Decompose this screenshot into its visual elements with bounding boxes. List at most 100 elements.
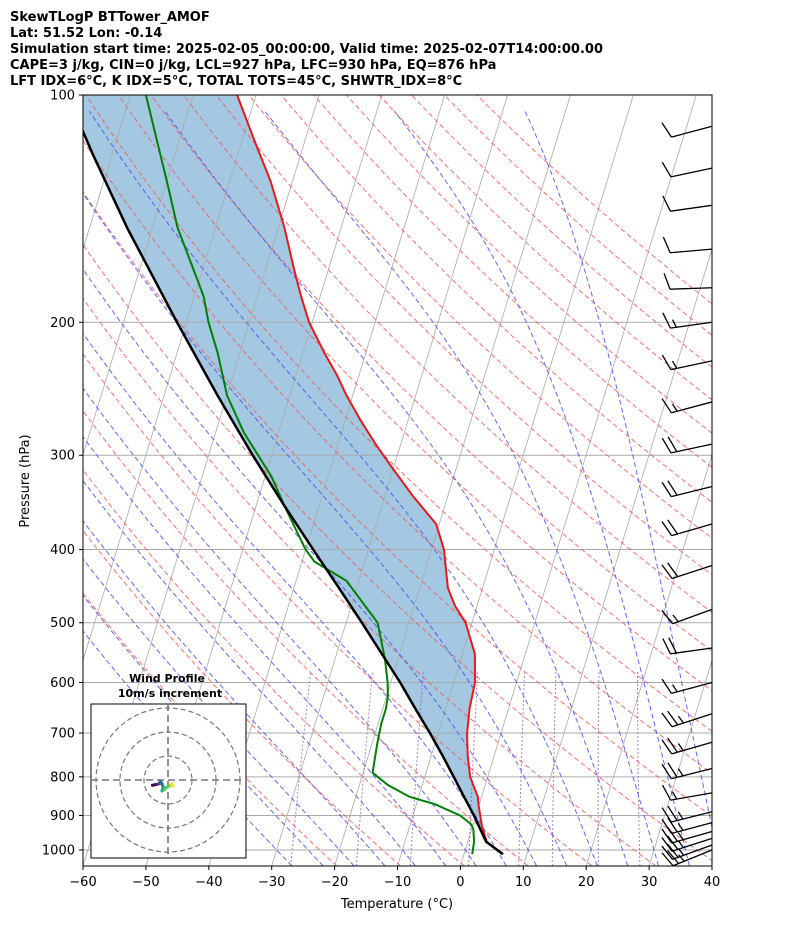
moist-adiabat (83, 192, 568, 866)
x-tick-label: −10 (384, 875, 411, 890)
isotherm-line (522, 247, 712, 866)
mixing-ratio-line (518, 671, 526, 866)
isotherm-line (83, 95, 194, 457)
title-line-5: LFT IDX=6°C, K IDX=5°C, TOTAL TOTS=45°C,… (10, 74, 462, 89)
y-tick-label: 200 (50, 316, 75, 331)
y-tick-label: 700 (50, 727, 75, 742)
wind-barbs (661, 122, 713, 867)
x-tick-label: 0 (456, 875, 464, 890)
mixing-ratio-line (290, 671, 312, 866)
wind-barb (662, 637, 713, 655)
isotherm-line (83, 95, 131, 251)
wind-barb (661, 608, 713, 625)
y-tick-label: 1000 (42, 844, 75, 859)
title-line-3: Simulation start time: 2025-02-05_00:00:… (10, 42, 603, 57)
wind-barb (661, 398, 713, 414)
hodograph-inset: Wind Profile 10m/s increment (90, 672, 247, 859)
dewpoint-line (144, 95, 476, 855)
wind-barb (661, 161, 713, 178)
y-tick-label: 900 (50, 809, 75, 824)
wind-barb (661, 817, 713, 835)
moist-adiabat (83, 558, 355, 866)
wind-barb (663, 272, 713, 290)
title-line-1: SkewTLogP BTTower_AMOF (10, 10, 210, 25)
dry-adiabat (183, 95, 712, 614)
moist-adiabat (88, 110, 598, 866)
wind-barb (662, 195, 713, 212)
wind-barb (661, 678, 713, 695)
dry-adiabat (281, 95, 712, 503)
wind-barb (662, 236, 713, 254)
dry-adiabat (83, 353, 593, 866)
mixing-ratio-line (637, 671, 641, 866)
y-axis-label: Pressure (hPa) (18, 434, 33, 527)
moist-adiabat (83, 436, 447, 866)
wind-barb (661, 784, 713, 801)
isotherm-line (0, 95, 67, 866)
isotherm-line (648, 659, 712, 866)
isotherm-line (460, 95, 697, 866)
moist-adiabat (164, 110, 629, 866)
mixing-ratio-line (468, 671, 479, 866)
x-tick-label: −40 (195, 875, 222, 890)
x-tick-label: 10 (515, 875, 532, 890)
dry-adiabat (83, 297, 657, 866)
hodograph-segment (170, 782, 175, 788)
dry-adiabat (83, 529, 401, 866)
isotherm-line (271, 95, 508, 866)
x-tick-label: −30 (258, 875, 285, 890)
moist-adiabat (524, 110, 712, 830)
title-line-2: Lat: 51.52 Lon: -0.14 (10, 26, 162, 41)
wind-barb (661, 849, 713, 867)
y-tick-label: 800 (50, 770, 75, 785)
wind-barb (662, 312, 713, 329)
hodograph-title: Wind Profile (129, 672, 205, 685)
wind-barb (661, 762, 713, 780)
isotherm-line (585, 453, 712, 866)
hodograph-plot (91, 704, 246, 858)
moist-adiabat (83, 594, 324, 866)
wind-barb (661, 562, 713, 580)
dry-adiabat (118, 95, 712, 692)
figure-title: SkewTLogP BTTower_AMOF Lat: 51.52 Lon: -… (10, 10, 603, 89)
dry-adiabat (83, 139, 712, 774)
y-tick-label: 400 (50, 543, 75, 558)
hodograph-subtitle: 10m/s increment (118, 687, 222, 700)
dry-adiabat (313, 95, 712, 468)
mixing-ratio-line (355, 671, 373, 866)
dry-adiabat (83, 191, 712, 817)
isotherm-line (83, 95, 257, 662)
x-axis-label: Temperature (°C) (340, 897, 453, 912)
x-tick-label: 30 (641, 875, 658, 890)
moist-adiabat (83, 268, 538, 866)
wind-barb (661, 710, 713, 728)
wind-barb (661, 122, 713, 138)
parcel-line (83, 128, 504, 856)
profile-lines (83, 95, 504, 856)
isotherm-line (711, 864, 712, 866)
mixing-ratio-line (409, 671, 424, 866)
wind-barb (661, 805, 713, 823)
isotherm-line (0, 95, 4, 866)
wind-barb (661, 519, 713, 537)
dry-adiabat (85, 95, 712, 732)
wind-barb (661, 354, 713, 371)
wind-barb (661, 436, 713, 454)
wind-barb (661, 737, 713, 755)
x-tick-label: −60 (69, 875, 96, 890)
moist-adiabat (83, 332, 507, 866)
x-tick-label: 20 (578, 875, 595, 890)
x-tick-label: −50 (132, 875, 159, 890)
x-axis: −60 −50 −40 −30 −20 −10 0 10 20 30 40 (69, 866, 720, 890)
dry-adiabat (215, 95, 712, 576)
y-tick-label: 100 (50, 89, 75, 104)
moist-adiabat (264, 110, 659, 866)
moist-adiabat (393, 110, 690, 866)
y-axis: 1000 900 800 700 600 500 400 300 200 100 (42, 89, 83, 859)
mixing-ratio-line (597, 671, 600, 866)
isotherm-line (208, 95, 446, 866)
isotherm-line (397, 95, 634, 866)
y-tick-label: 500 (50, 616, 75, 631)
x-tick-label: 40 (704, 875, 721, 890)
